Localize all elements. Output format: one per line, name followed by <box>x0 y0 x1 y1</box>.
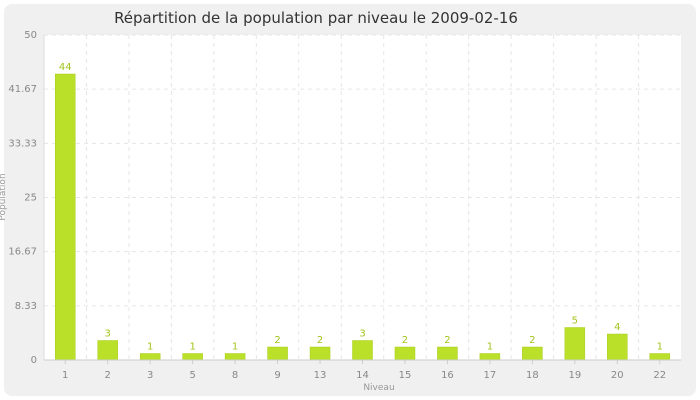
data-label-17: 1 <box>487 342 493 353</box>
grid-lines <box>44 34 681 360</box>
y-tick-label: 8.33 <box>15 301 37 312</box>
y-axis-title: Population <box>0 173 8 220</box>
chart-title: Répartition de la population par niveau … <box>114 9 518 27</box>
data-label-19: 5 <box>572 316 578 327</box>
bar-2 <box>97 340 118 361</box>
y-tick-label: 16.67 <box>8 247 37 258</box>
data-label-18: 2 <box>529 335 535 346</box>
bar-13 <box>309 346 331 361</box>
bar-1 <box>54 73 76 361</box>
x-tick-label: 19 <box>568 370 581 381</box>
bar-20 <box>607 333 628 361</box>
data-label-9: 2 <box>274 335 280 346</box>
bar-5 <box>182 353 203 361</box>
bar-19 <box>564 327 586 361</box>
x-tick-label: 8 <box>232 370 238 381</box>
bar-18 <box>522 346 543 361</box>
x-tick-label: 3 <box>147 370 153 381</box>
x-tick-label: 16 <box>441 370 454 381</box>
bar-22 <box>649 353 671 361</box>
x-tick-label: 13 <box>314 370 327 381</box>
x-tick-label: 17 <box>484 370 497 381</box>
x-tick-label: 22 <box>653 370 666 381</box>
x-axis-title: Niveau <box>363 383 394 393</box>
data-label-3: 1 <box>147 342 153 353</box>
x-tick-label: 9 <box>274 370 280 381</box>
bar-16 <box>437 346 458 361</box>
data-label-20: 4 <box>614 322 620 333</box>
x-tick-label: 15 <box>399 370 412 381</box>
y-tick-label: 25 <box>24 193 37 204</box>
y-axis-ticks: 0 8.33 16.67 25 33.33 41.67 50 <box>8 30 37 366</box>
x-tick-label: 2 <box>105 370 111 381</box>
bar-9 <box>267 346 288 361</box>
data-label-22: 1 <box>657 342 663 353</box>
y-tick-label: 0 <box>31 355 37 366</box>
data-label-15: 2 <box>402 335 408 346</box>
data-labels: 44 3 1 1 1 2 2 3 2 2 1 2 5 4 1 <box>59 62 663 353</box>
bar-17 <box>479 353 501 361</box>
bars <box>54 73 671 361</box>
plot-area <box>44 35 681 360</box>
y-tick-label: 41.67 <box>8 84 37 95</box>
x-tick-label: 18 <box>526 370 539 381</box>
bar-14 <box>352 340 373 361</box>
bar-3 <box>139 353 161 361</box>
data-label-13: 2 <box>317 335 323 346</box>
data-label-8: 1 <box>232 342 238 353</box>
bar-15 <box>394 346 416 361</box>
x-tick-label: 5 <box>189 370 195 381</box>
y-tick-label: 50 <box>24 30 37 41</box>
x-tick-label: 20 <box>611 370 624 381</box>
x-tick-label: 14 <box>356 370 369 381</box>
bar-8 <box>224 353 246 361</box>
data-label-1: 44 <box>59 62 72 73</box>
data-label-16: 2 <box>444 335 450 346</box>
x-tick-label: 1 <box>62 370 68 381</box>
data-label-5: 1 <box>189 342 195 353</box>
data-label-2: 3 <box>105 329 111 340</box>
data-label-14: 3 <box>359 329 365 340</box>
y-tick-label: 33.33 <box>8 138 37 149</box>
x-axis-ticks: 1 2 3 5 8 9 13 14 15 16 17 18 19 20 22 <box>62 360 666 381</box>
